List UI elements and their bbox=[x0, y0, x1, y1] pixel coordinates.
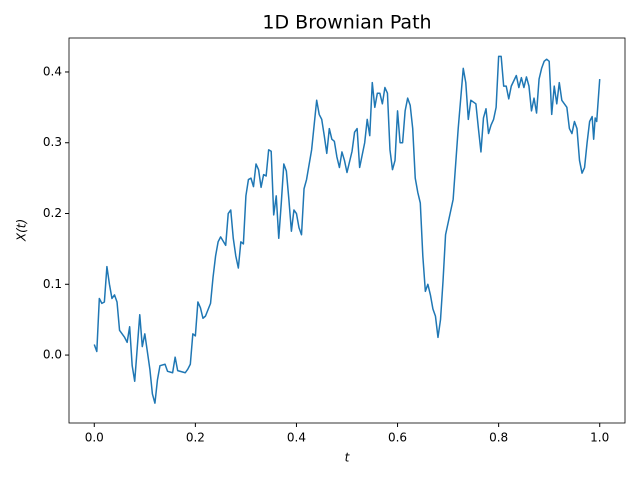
y-tick-label: 0.1 bbox=[43, 277, 62, 291]
y-tick-label: 0.2 bbox=[43, 206, 62, 220]
x-tick-label: 0.6 bbox=[388, 431, 407, 445]
x-tick-label: 1.0 bbox=[590, 431, 609, 445]
plot-frame bbox=[68, 37, 626, 424]
x-tick-label: 0.8 bbox=[489, 431, 508, 445]
x-tick-label: 0.0 bbox=[85, 431, 104, 445]
y-axis-label: X(t) bbox=[15, 219, 29, 242]
y-tick-label: 0.0 bbox=[43, 348, 62, 362]
x-axis-label: t bbox=[345, 451, 351, 465]
y-tick-label: 0.3 bbox=[43, 135, 62, 149]
chart-title: 1D Brownian Path bbox=[262, 12, 431, 34]
x-tick-label: 0.4 bbox=[287, 431, 306, 445]
x-tick-label: 0.2 bbox=[186, 431, 205, 445]
data-line bbox=[93, 55, 601, 404]
y-tick-label: 0.4 bbox=[43, 64, 62, 78]
